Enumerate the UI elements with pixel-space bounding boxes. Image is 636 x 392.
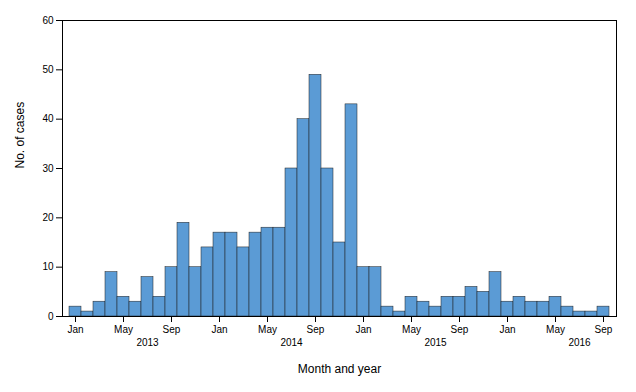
svg-text:30: 30	[42, 163, 54, 174]
svg-text:20: 20	[42, 212, 54, 223]
svg-text:Sep: Sep	[451, 324, 469, 335]
svg-text:2014: 2014	[280, 337, 303, 348]
svg-text:Month and year: Month and year	[298, 362, 381, 376]
svg-text:Jan: Jan	[355, 324, 371, 335]
svg-text:0: 0	[48, 311, 54, 322]
svg-text:May: May	[114, 324, 133, 335]
svg-text:May: May	[258, 324, 277, 335]
svg-text:May: May	[546, 324, 565, 335]
svg-text:Sep: Sep	[163, 324, 181, 335]
svg-text:60: 60	[42, 15, 54, 26]
svg-text:Sep: Sep	[595, 324, 613, 335]
svg-text:10: 10	[42, 261, 54, 272]
svg-text:Jan: Jan	[499, 324, 515, 335]
svg-text:No. of cases: No. of cases	[13, 102, 27, 169]
svg-text:50: 50	[42, 64, 54, 75]
svg-text:Jan: Jan	[67, 324, 83, 335]
svg-text:May: May	[402, 324, 421, 335]
svg-text:2016: 2016	[568, 337, 591, 348]
svg-text:40: 40	[42, 113, 54, 124]
svg-text:Sep: Sep	[307, 324, 325, 335]
svg-text:Jan: Jan	[211, 324, 227, 335]
svg-text:2015: 2015	[424, 337, 447, 348]
svg-text:2013: 2013	[136, 337, 159, 348]
